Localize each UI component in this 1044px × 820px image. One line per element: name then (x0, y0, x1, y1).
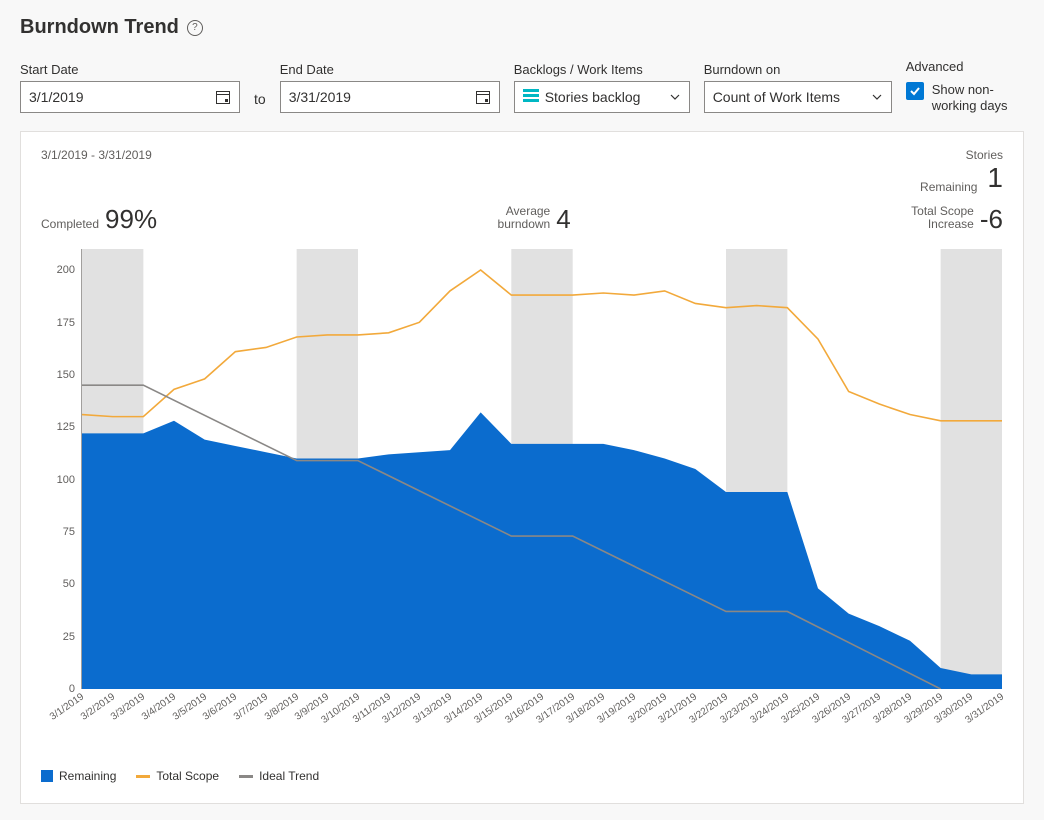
y-tick-label: 125 (57, 421, 75, 433)
completed-value: 99% (105, 204, 157, 235)
burndown-chart: 0 25 50 75 100 125 150 175 200 3/1/20193/2/2019 3… (41, 249, 1001, 729)
avg-value: 4 (556, 204, 570, 235)
legend-total-scope: Total Scope (136, 769, 219, 783)
y-tick-label: 100 (57, 474, 75, 486)
chart-legend: Remaining Total Scope Ideal Trend (41, 769, 1003, 783)
legend-ideal: Ideal Trend (239, 769, 319, 783)
x-tick-label: 3/1/2019 (48, 692, 86, 723)
end-date-label: End Date (280, 62, 500, 77)
backlog-icon (523, 89, 539, 106)
advanced-label: Advanced (906, 59, 1022, 74)
scope-value: -6 (980, 204, 1003, 235)
start-date-value: 3/1/2019 (29, 89, 84, 105)
scope-label-2: Increase (911, 218, 974, 231)
burndown-on-value: Count of Work Items (713, 89, 840, 105)
show-nonworking-checkbox[interactable] (906, 82, 924, 100)
to-text: to (254, 91, 266, 113)
show-nonworking-label: Show non-working days (932, 82, 1022, 113)
x-tick-label: 3/2/2019 (79, 692, 117, 723)
y-tick-label: 175 (57, 317, 75, 329)
end-date-value: 3/31/2019 (289, 89, 351, 105)
backlogs-select[interactable]: Stories backlog (514, 81, 690, 113)
calendar-icon[interactable] (215, 89, 231, 105)
y-tick-label: 150 (57, 369, 75, 381)
calendar-icon[interactable] (475, 89, 491, 105)
remaining-value: 1 (987, 162, 1003, 194)
backlogs-label: Backlogs / Work Items (514, 62, 690, 77)
y-tick-label: 75 (63, 526, 75, 538)
burndown-on-label: Burndown on (704, 62, 892, 77)
y-tick-label: 25 (63, 631, 75, 643)
x-tick-label: 3/7/2019 (232, 692, 270, 723)
y-tick-label: 50 (63, 578, 75, 590)
completed-label: Completed (41, 218, 99, 235)
avg-label-2: burndown (498, 218, 551, 231)
start-date-input[interactable]: 3/1/2019 (20, 81, 240, 113)
page-title: Burndown Trend (20, 16, 179, 39)
end-date-input[interactable]: 3/31/2019 (280, 81, 500, 113)
remaining-label: Remaining (920, 180, 977, 194)
legend-remaining: Remaining (41, 769, 116, 783)
x-tick-label: 3/8/2019 (263, 692, 301, 723)
y-tick-label: 0 (69, 683, 75, 695)
stories-label: Stories (920, 148, 1003, 162)
backlogs-value: Stories backlog (545, 89, 641, 105)
y-tick-label: 200 (57, 264, 75, 276)
x-tick-label: 3/4/2019 (140, 692, 178, 723)
start-date-label: Start Date (20, 62, 240, 77)
chevron-down-icon[interactable] (871, 91, 883, 103)
chevron-down-icon[interactable] (669, 91, 681, 103)
help-icon[interactable]: ? (187, 20, 203, 36)
x-tick-label: 3/5/2019 (171, 692, 209, 723)
date-range-text: 3/1/2019 - 3/31/2019 (41, 148, 152, 194)
burndown-on-select[interactable]: Count of Work Items (704, 81, 892, 113)
burndown-panel: 3/1/2019 - 3/31/2019 Stories Remaining 1… (20, 131, 1024, 804)
